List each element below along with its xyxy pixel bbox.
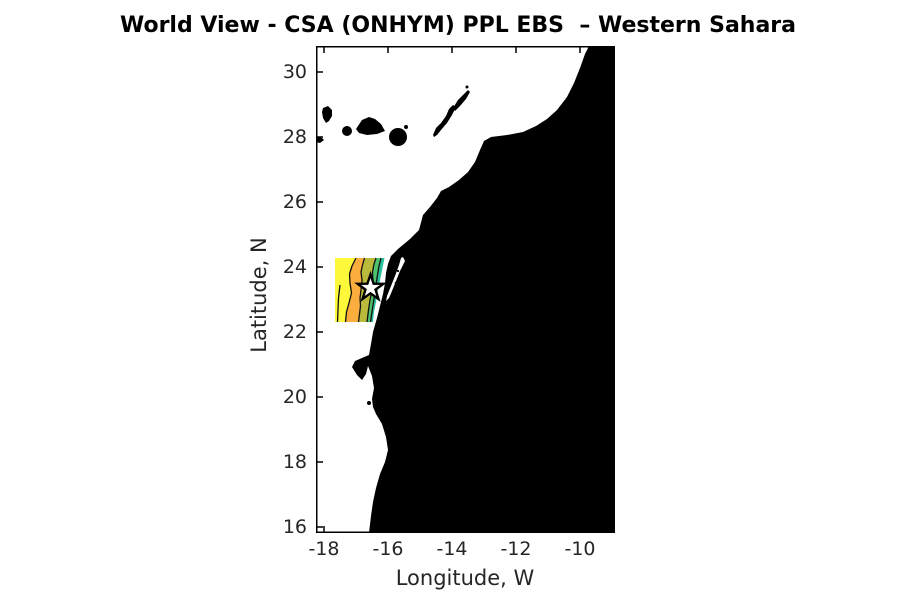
- island-la-palma: [322, 106, 332, 123]
- land-mass: [352, 46, 615, 533]
- canary-islands: [316, 85, 470, 146]
- island-fuerteventura: [433, 105, 456, 137]
- lagoon-islet: [394, 281, 398, 285]
- x-tick-label-neg18: -18: [308, 538, 340, 560]
- x-tick-label-neg16: -16: [372, 538, 404, 560]
- contour-lines: [336, 257, 382, 323]
- y-tick-label-24: 24: [282, 256, 307, 278]
- y-tick-label-22: 22: [282, 321, 307, 343]
- axes-box: [316, 46, 615, 533]
- island: [465, 85, 469, 89]
- lagoon-islet: [396, 269, 400, 273]
- y-tick-label-18: 18: [282, 451, 307, 473]
- y-tick-label-16: 16: [282, 516, 307, 538]
- x-tick-label-neg14: -14: [436, 538, 468, 560]
- y-tick-label-28: 28: [282, 126, 307, 148]
- island-lanzarote: [453, 90, 470, 111]
- dakhla-lagoon: [386, 257, 405, 301]
- y-tick-label-30: 30: [282, 61, 307, 83]
- x-axis-label: Longitude, W: [395, 566, 535, 590]
- epicenter-star-icon: [354, 270, 387, 302]
- island: [389, 128, 407, 146]
- island-el-hierro: [316, 137, 324, 143]
- island-tenerife: [356, 117, 385, 135]
- island: [342, 126, 352, 136]
- bay-island: [367, 401, 371, 405]
- y-tick-label-26: 26: [282, 191, 307, 213]
- map-canvas: [316, 46, 615, 533]
- plot-title: World View - CSA (ONHYM) PPL EBS – Weste…: [119, 13, 797, 38]
- island: [404, 125, 408, 129]
- x-tick-label-neg10: -10: [564, 538, 596, 560]
- tick-marks: [317, 47, 614, 532]
- x-tick-label-neg12: -12: [500, 538, 532, 560]
- y-tick-label-20: 20: [282, 386, 307, 408]
